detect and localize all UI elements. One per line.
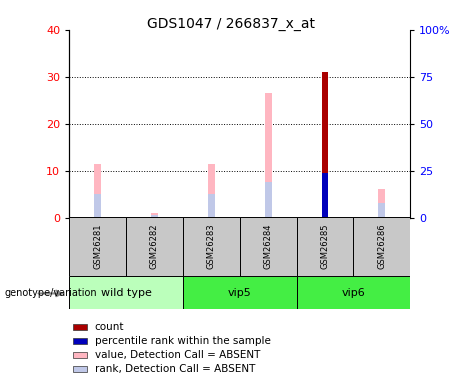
Bar [296, 276, 410, 309]
Bar [151, 215, 158, 217]
Bar [73, 324, 87, 330]
Bar [378, 189, 385, 217]
Bar [265, 93, 272, 218]
Text: genotype/variation: genotype/variation [5, 288, 97, 297]
Bar [94, 194, 101, 217]
Bar [208, 194, 215, 217]
Text: GSM26282: GSM26282 [150, 224, 159, 269]
Bar [183, 276, 296, 309]
Bar [73, 352, 87, 358]
Text: percentile rank within the sample: percentile rank within the sample [95, 336, 271, 346]
Bar [322, 72, 328, 217]
Bar [73, 338, 87, 344]
Text: count: count [95, 322, 124, 332]
Text: GDS1047 / 266837_x_at: GDS1047 / 266837_x_at [147, 17, 314, 31]
Text: wild type: wild type [100, 288, 152, 297]
Bar [378, 203, 385, 217]
Text: value, Detection Call = ABSENT: value, Detection Call = ABSENT [95, 350, 260, 360]
Bar [94, 164, 101, 218]
Bar [69, 217, 126, 276]
Text: GSM26286: GSM26286 [378, 224, 386, 269]
Bar [126, 217, 183, 276]
Text: vip6: vip6 [342, 288, 365, 297]
Bar [354, 217, 410, 276]
Text: vip5: vip5 [228, 288, 252, 297]
Bar [208, 164, 215, 218]
Bar [151, 213, 158, 217]
Bar [296, 217, 354, 276]
Bar [240, 217, 296, 276]
Bar [265, 182, 272, 218]
Text: GSM26285: GSM26285 [320, 224, 330, 269]
Bar [69, 276, 183, 309]
Text: rank, Detection Call = ABSENT: rank, Detection Call = ABSENT [95, 364, 255, 374]
Bar [73, 366, 87, 372]
Text: GSM26284: GSM26284 [264, 224, 272, 269]
Text: GSM26281: GSM26281 [93, 224, 102, 269]
Bar [322, 173, 328, 217]
Text: GSM26283: GSM26283 [207, 224, 216, 269]
Bar [183, 217, 240, 276]
